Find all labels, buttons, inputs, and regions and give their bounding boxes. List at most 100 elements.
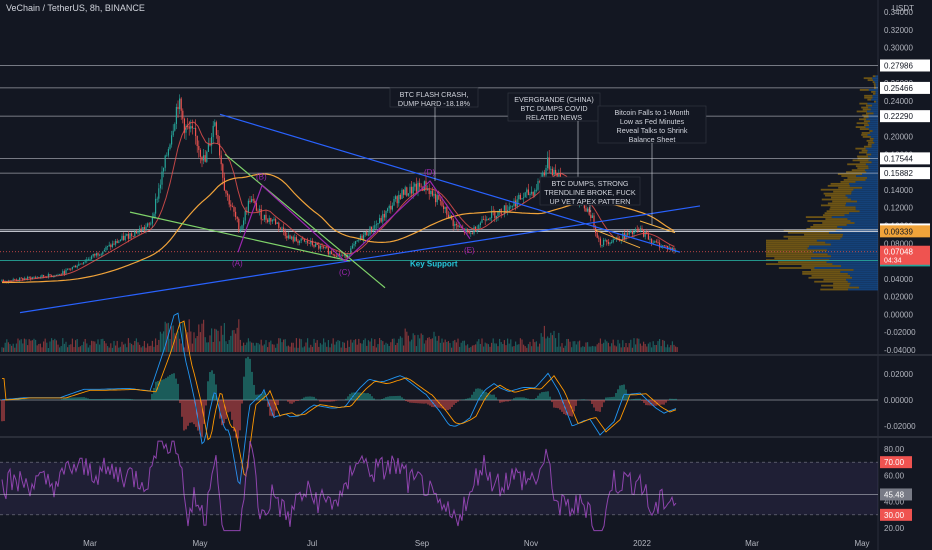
macd-histogram-bar [129, 398, 131, 400]
volume-bar [46, 342, 48, 352]
volume-bar [670, 345, 672, 352]
candle-body [251, 199, 253, 203]
candle-body [289, 235, 291, 239]
volume-bar [647, 343, 649, 352]
macd-histogram-bar [635, 398, 637, 400]
volume-bar [132, 345, 134, 352]
volume-bar [588, 346, 590, 352]
volume-bar [307, 338, 309, 352]
volume-profile-bar [830, 182, 850, 185]
macd-histogram-bar [443, 400, 445, 410]
volume-bar [467, 344, 469, 352]
candle-body [385, 210, 387, 218]
candle-body [270, 218, 272, 222]
macd-histogram-bar [441, 400, 443, 409]
macd-histogram-bar [193, 400, 195, 425]
volume-bar [183, 347, 185, 352]
candle-body [303, 239, 305, 242]
volume-bar [422, 334, 424, 352]
candle-body [675, 251, 677, 252]
macd-histogram-bar [639, 398, 641, 400]
macd-histogram-bar [539, 393, 541, 400]
volume-bar [503, 340, 505, 352]
candle-body [414, 183, 416, 187]
candle-body [491, 210, 493, 218]
macd-histogram-bar [107, 398, 109, 400]
volume-profile-bar [766, 243, 831, 246]
candle-body [118, 241, 120, 243]
macd-histogram-bar [499, 400, 501, 403]
candle-body [295, 237, 297, 241]
volume-bar [380, 340, 382, 352]
volume-profile-bar [868, 116, 878, 119]
candle-body [659, 242, 661, 248]
volume-profile-bar [821, 198, 851, 201]
volume-bar [265, 340, 267, 352]
volume-bar [583, 346, 585, 352]
volume-bar [428, 337, 430, 352]
volume-bar [540, 333, 542, 352]
macd-histogram-bar [493, 394, 495, 400]
macd-histogram-bar [293, 400, 295, 403]
candle-body [523, 197, 525, 199]
volume-bar [539, 343, 541, 352]
candle-body [670, 247, 672, 250]
volume-bar [596, 344, 598, 352]
candle-body [63, 271, 65, 274]
volume-bar [651, 347, 653, 352]
volume-bar [524, 346, 526, 352]
macd-histogram-bar [469, 397, 471, 400]
candle-body [158, 188, 160, 199]
candle-body [102, 251, 104, 255]
volume-bar [385, 342, 387, 352]
macd-histogram-bar [393, 396, 395, 400]
candle-body [14, 279, 16, 281]
volume-profile-bar [846, 278, 878, 281]
candle-body [609, 242, 611, 244]
candle-body [457, 225, 459, 227]
candle-body [652, 242, 654, 244]
rsi-tick-label: 40.00 [884, 498, 905, 507]
volume-bar [206, 342, 208, 352]
volume-bar [262, 345, 264, 352]
volume-profile-bar [874, 100, 876, 103]
candle-body [428, 188, 430, 194]
volume-profile-bar [825, 218, 848, 220]
macd-histogram-bar [83, 397, 85, 400]
candle-body [78, 263, 80, 266]
macd-histogram-bar [437, 400, 439, 408]
volume-bar [153, 346, 155, 352]
candle-body [420, 186, 422, 188]
volume-profile-bar [823, 278, 847, 281]
volume-bar [575, 344, 577, 352]
volume-bar [663, 340, 665, 352]
macd-histogram-bar [169, 374, 171, 400]
volume-bar [283, 339, 285, 352]
candle-body [396, 196, 398, 204]
candle-body [28, 276, 30, 278]
volume-bar [505, 345, 507, 352]
macd-histogram-bar [319, 400, 321, 402]
volume-profile-bar [846, 202, 878, 205]
volume-bar [443, 342, 445, 352]
candle-body [129, 233, 131, 239]
macd-histogram-bar [471, 394, 473, 400]
volume-bar [167, 322, 169, 352]
volume-bar [447, 341, 449, 352]
candle-body [252, 199, 254, 201]
volume-bar [417, 334, 419, 352]
macd-histogram-bar [277, 400, 279, 406]
macd-histogram-bar [123, 398, 125, 400]
volume-bar [22, 343, 24, 352]
volume-profile-bar [833, 190, 852, 193]
rsi-tick-label: 60.00 [884, 471, 905, 480]
last-price-text: 0.07048 [884, 248, 913, 257]
candle-body [369, 226, 371, 235]
candle-body [436, 195, 438, 203]
macd-histogram-bar [125, 398, 127, 400]
volume-profile-bar [867, 79, 874, 82]
candle-body [646, 231, 648, 234]
macd-histogram-bar [189, 400, 191, 423]
volume-profile-bar [861, 134, 868, 136]
